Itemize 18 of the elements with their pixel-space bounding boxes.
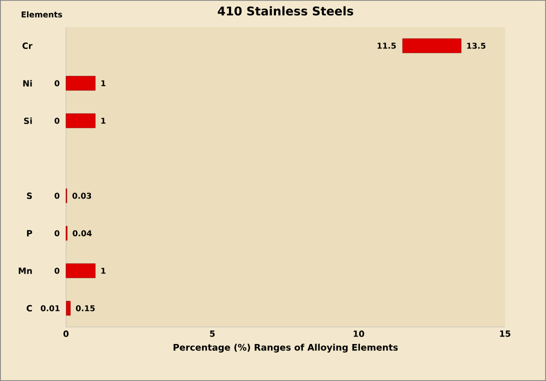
x-tick-label: 5 [210, 330, 215, 337]
y-tick-label: Mn [18, 268, 32, 274]
x-axis-title: Percentage (%) Ranges of Alloying Elements [174, 344, 398, 353]
bar [66, 263, 96, 278]
bar [66, 300, 71, 316]
y-tick-label: C [26, 305, 32, 312]
x-tick-label: 0 [63, 330, 69, 337]
x-tick-label: 10 [354, 330, 364, 337]
x-tick-label: 15 [500, 330, 510, 337]
bar [66, 113, 96, 128]
y-tick-label: S [26, 192, 32, 199]
y-tick-label: Cr [22, 42, 32, 49]
chart-title: 410 Stainless Steels [218, 6, 354, 16]
y-tick-label: Si [24, 117, 32, 124]
bar [402, 38, 462, 54]
y-tick-label: P [27, 230, 32, 236]
bar [66, 76, 96, 91]
y-tick-label: Ni [23, 80, 32, 86]
